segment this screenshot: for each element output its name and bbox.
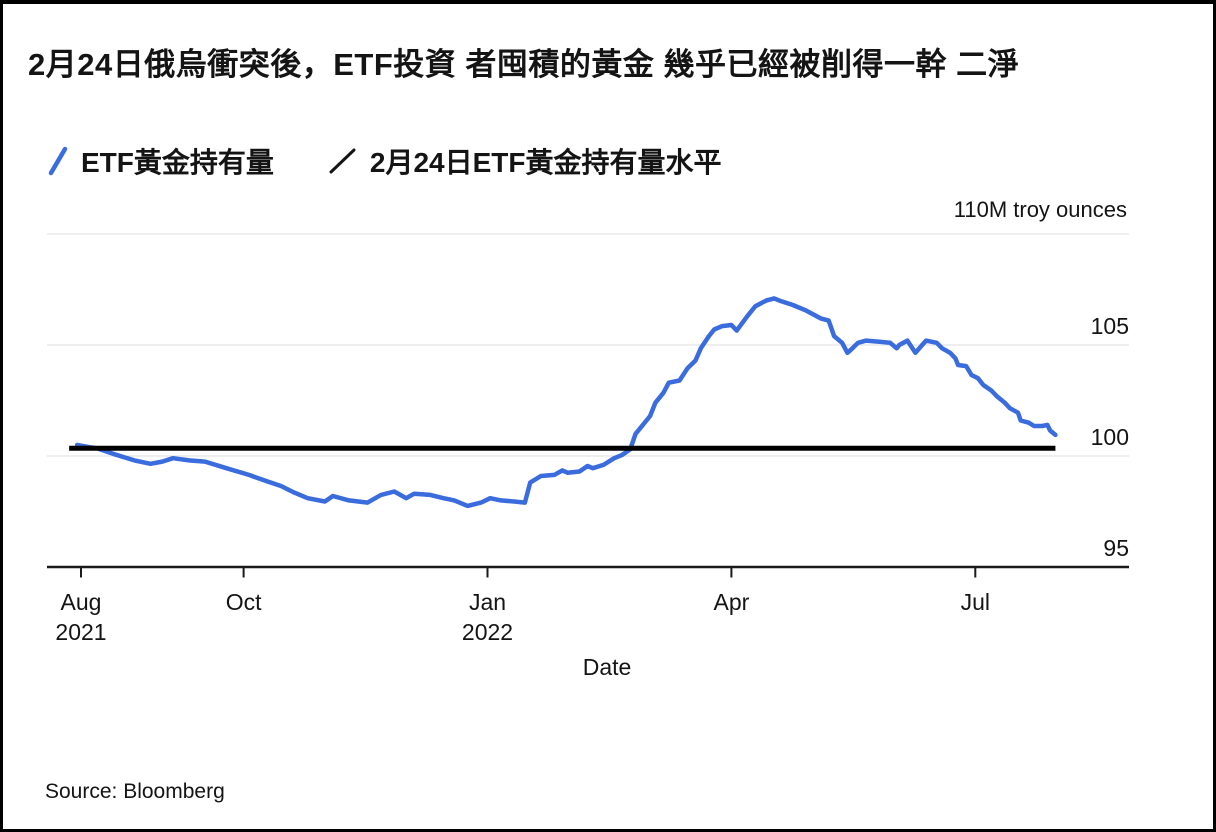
legend-item-etf-holdings: ETF黃金持有量 <box>47 141 274 181</box>
svg-text:Jan: Jan <box>469 589 506 615</box>
legend-item-label: ETF黃金持有量 <box>81 147 274 178</box>
svg-text:105: 105 <box>1091 313 1129 339</box>
svg-text:95: 95 <box>1103 535 1129 561</box>
legend-line-icon <box>329 148 356 174</box>
x-axis-title: Date <box>583 654 632 680</box>
source-note: Source: Bloomberg <box>45 780 225 803</box>
svg-text:Jul: Jul <box>961 589 990 615</box>
svg-text:2021: 2021 <box>55 619 106 645</box>
svg-text:Apr: Apr <box>714 589 750 615</box>
y-tick-labels: 95 100 105 <box>1091 313 1129 561</box>
series-line <box>74 296 1058 509</box>
svg-text:2022: 2022 <box>462 619 513 645</box>
svg-text:100: 100 <box>1091 424 1129 450</box>
y-axis-unit-label: 110M troy ounces <box>953 197 1127 222</box>
legend-item-feb24-level: 2月24日ETF黃金持有量水平 <box>328 141 722 181</box>
x-tick-labels: Aug 2021 Oct Jan 2022 Apr Jul <box>55 589 990 645</box>
svg-text:Oct: Oct <box>226 589 262 615</box>
legend-item-label: 2月24日ETF黃金持有量水平 <box>369 147 722 178</box>
svg-text:Date: Date <box>583 654 632 680</box>
legend: ETF黃金持有量 2月24日ETF黃金持有量水平 <box>47 141 722 181</box>
x-axis-ticks <box>80 567 977 578</box>
chart-gridlines <box>47 233 1129 457</box>
legend-line-icon <box>48 146 68 176</box>
svg-text:Aug: Aug <box>61 589 102 615</box>
chart-svg: 95 100 105 Aug 2021 Oct Jan 2022 Apr Jul Date <box>47 233 1129 680</box>
chart-title: 2月24日俄烏衝突後，ETF投資 者囤積的黃金 幾乎已經被削得一幹 二淨 <box>28 47 1020 82</box>
